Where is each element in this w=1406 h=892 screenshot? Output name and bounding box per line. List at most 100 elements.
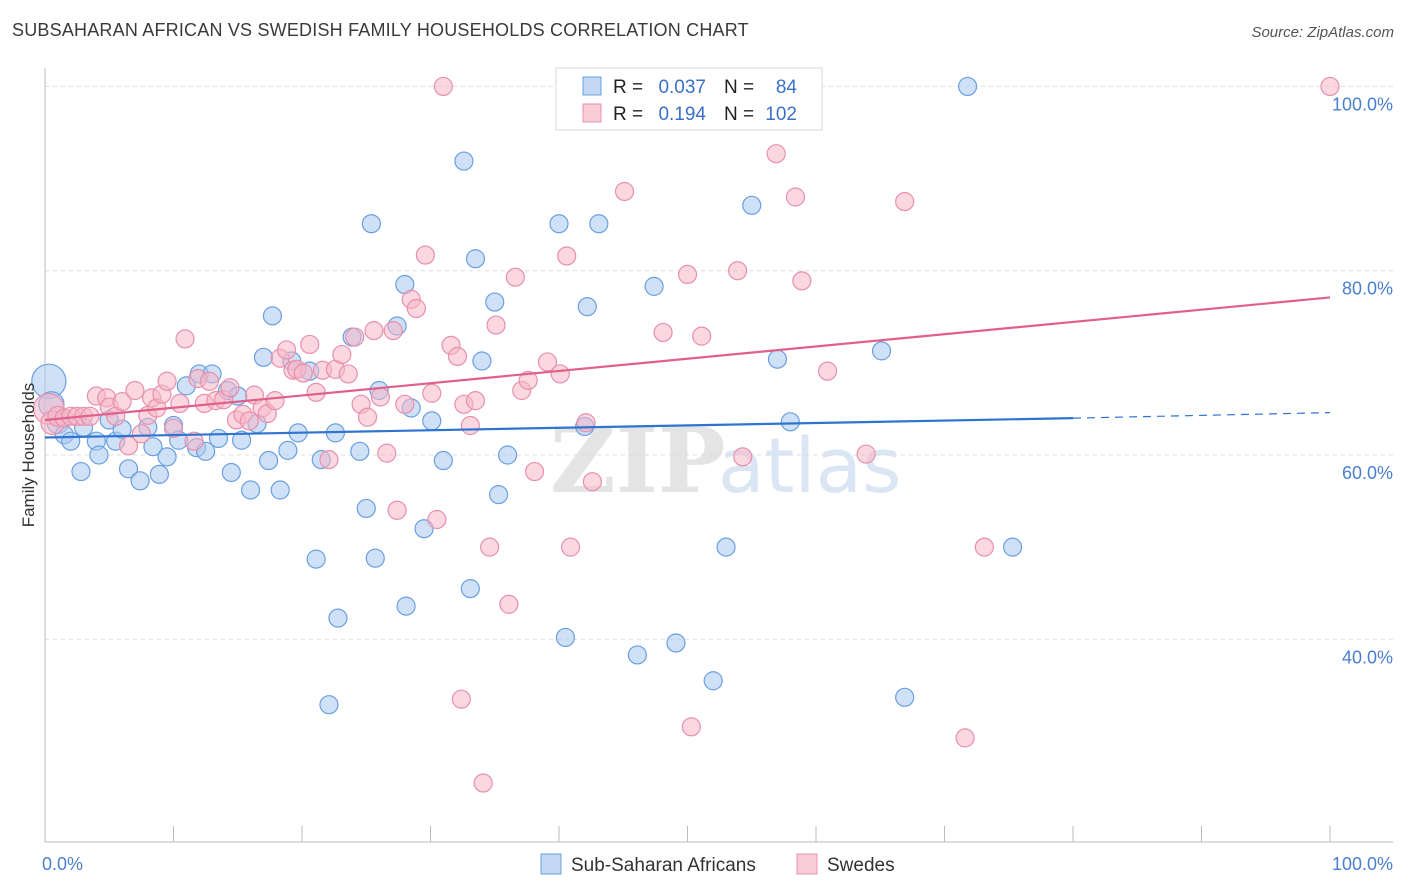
point-blue-58: [454, 151, 474, 171]
point-pink-54: [370, 387, 390, 407]
point-blue-27: [221, 462, 241, 483]
point-pink-71: [473, 773, 493, 793]
point-pink-89: [692, 326, 712, 346]
bottom-legend-swatch-pink: [796, 853, 818, 875]
point-pink-33: [239, 411, 259, 431]
point-pink-49: [338, 364, 358, 384]
point-pink-92: [766, 144, 786, 164]
point-blue-17: [157, 447, 177, 467]
trend-line-pink: [44, 296, 1331, 422]
point-pink-90: [728, 261, 748, 281]
watermark-atlas: atlas: [718, 421, 902, 510]
point-pink-93: [785, 187, 806, 207]
y-tick-labels: 40.0% 60.0% 80.0% 100.0%: [1332, 94, 1393, 667]
legend-n-value-1: 84: [776, 77, 798, 98]
point-pink-55: [377, 443, 397, 463]
point-blue-35: [270, 480, 290, 500]
point-blue-77: [780, 412, 800, 432]
point-pink-43: [300, 334, 320, 355]
point-blue-46: [350, 441, 370, 461]
point-blue-49: [365, 548, 385, 568]
point-pink-91: [733, 447, 753, 467]
legend-n-value-2: 102: [765, 104, 797, 125]
y-tick-label-60: 60.0%: [1342, 463, 1393, 483]
legend-n-label-2: N =: [724, 104, 759, 125]
legend-swatch-blue: [582, 76, 602, 96]
legend-n-label-1: N =: [724, 77, 759, 98]
y-tick-label-100: 100.0%: [1332, 94, 1393, 114]
point-blue-69: [589, 214, 609, 234]
x-tick-label-max: 100.0%: [1332, 854, 1393, 874]
point-blue-34: [262, 306, 283, 326]
point-blue-63: [489, 485, 509, 505]
point-pink-84: [582, 472, 603, 492]
point-pink-74: [499, 594, 519, 614]
point-blue-43: [328, 608, 348, 628]
point-blue-32: [253, 347, 274, 367]
point-blue-64: [498, 445, 518, 465]
point-pink-21: [163, 418, 184, 438]
point-pink-46: [319, 450, 339, 470]
point-blue-66: [555, 627, 576, 648]
point-pink-83: [576, 413, 596, 433]
point-pink-64: [433, 76, 453, 97]
point-pink-57: [387, 500, 407, 520]
point-pink-82: [560, 537, 581, 557]
point-blue-40: [306, 549, 326, 569]
point-blue-12: [118, 459, 139, 479]
point-pink-48: [332, 344, 352, 365]
point-pink-99: [974, 537, 994, 557]
point-pink-95: [817, 361, 838, 381]
point-pink-44: [306, 382, 326, 402]
point-pink-77: [518, 370, 538, 390]
legend-swatch-pink: [582, 103, 602, 123]
point-blue-75: [742, 195, 762, 215]
point-pink-72: [480, 537, 500, 557]
point-pink-69: [460, 415, 480, 436]
point-pink-98: [955, 728, 975, 748]
gridlines: [45, 85, 1393, 640]
point-pink-66: [447, 346, 468, 367]
trend-lines: [44, 296, 1331, 439]
point-pink-56: [383, 321, 403, 341]
correlation-legend: R = 0.037 N = 84 R = 0.194 N = 102: [555, 67, 823, 131]
point-blue-60: [465, 249, 486, 269]
bottom-legend-label-1: Sub-Saharan Africans: [571, 855, 756, 876]
point-pink-80: [550, 364, 570, 384]
point-blue-4: [61, 431, 81, 451]
point-blue-15: [143, 437, 163, 457]
point-pink-27: [199, 371, 220, 391]
point-pink-81: [557, 246, 577, 266]
y-tick-label-80: 80.0%: [1342, 279, 1393, 299]
point-pink-86: [653, 322, 673, 343]
point-blue-57: [433, 450, 453, 471]
point-pink-88: [681, 717, 701, 737]
point-pink-85: [614, 181, 635, 202]
point-pink-39: [276, 340, 297, 360]
point-pink-68: [451, 689, 471, 709]
point-pink-20: [157, 371, 177, 391]
point-blue-13: [130, 471, 150, 491]
point-pink-53: [364, 321, 384, 341]
trend-line-blue-extension: [1072, 412, 1331, 419]
point-pink-24: [184, 431, 204, 451]
point-pink-12: [112, 391, 132, 412]
point-blue-30: [241, 480, 261, 500]
point-pink-87: [677, 264, 698, 284]
point-pink-94: [792, 271, 812, 291]
point-pink-50: [345, 327, 365, 347]
series-legend: Sub-Saharan Africans Swedes: [540, 853, 895, 876]
point-blue-29: [232, 430, 252, 450]
legend-r-label-2: R =: [613, 104, 648, 125]
point-pink-100: [1320, 76, 1340, 97]
point-blue-36: [278, 440, 298, 460]
point-blue-80: [958, 76, 978, 97]
point-blue-8: [89, 445, 109, 465]
point-blue-78: [871, 341, 892, 361]
point-pink-30: [220, 378, 240, 398]
y-axis-label: Family Households: [19, 383, 38, 528]
point-pink-15: [131, 424, 151, 444]
legend-r-label-1: R =: [613, 77, 648, 98]
point-blue-74: [716, 537, 736, 557]
point-pink-62: [422, 383, 442, 403]
